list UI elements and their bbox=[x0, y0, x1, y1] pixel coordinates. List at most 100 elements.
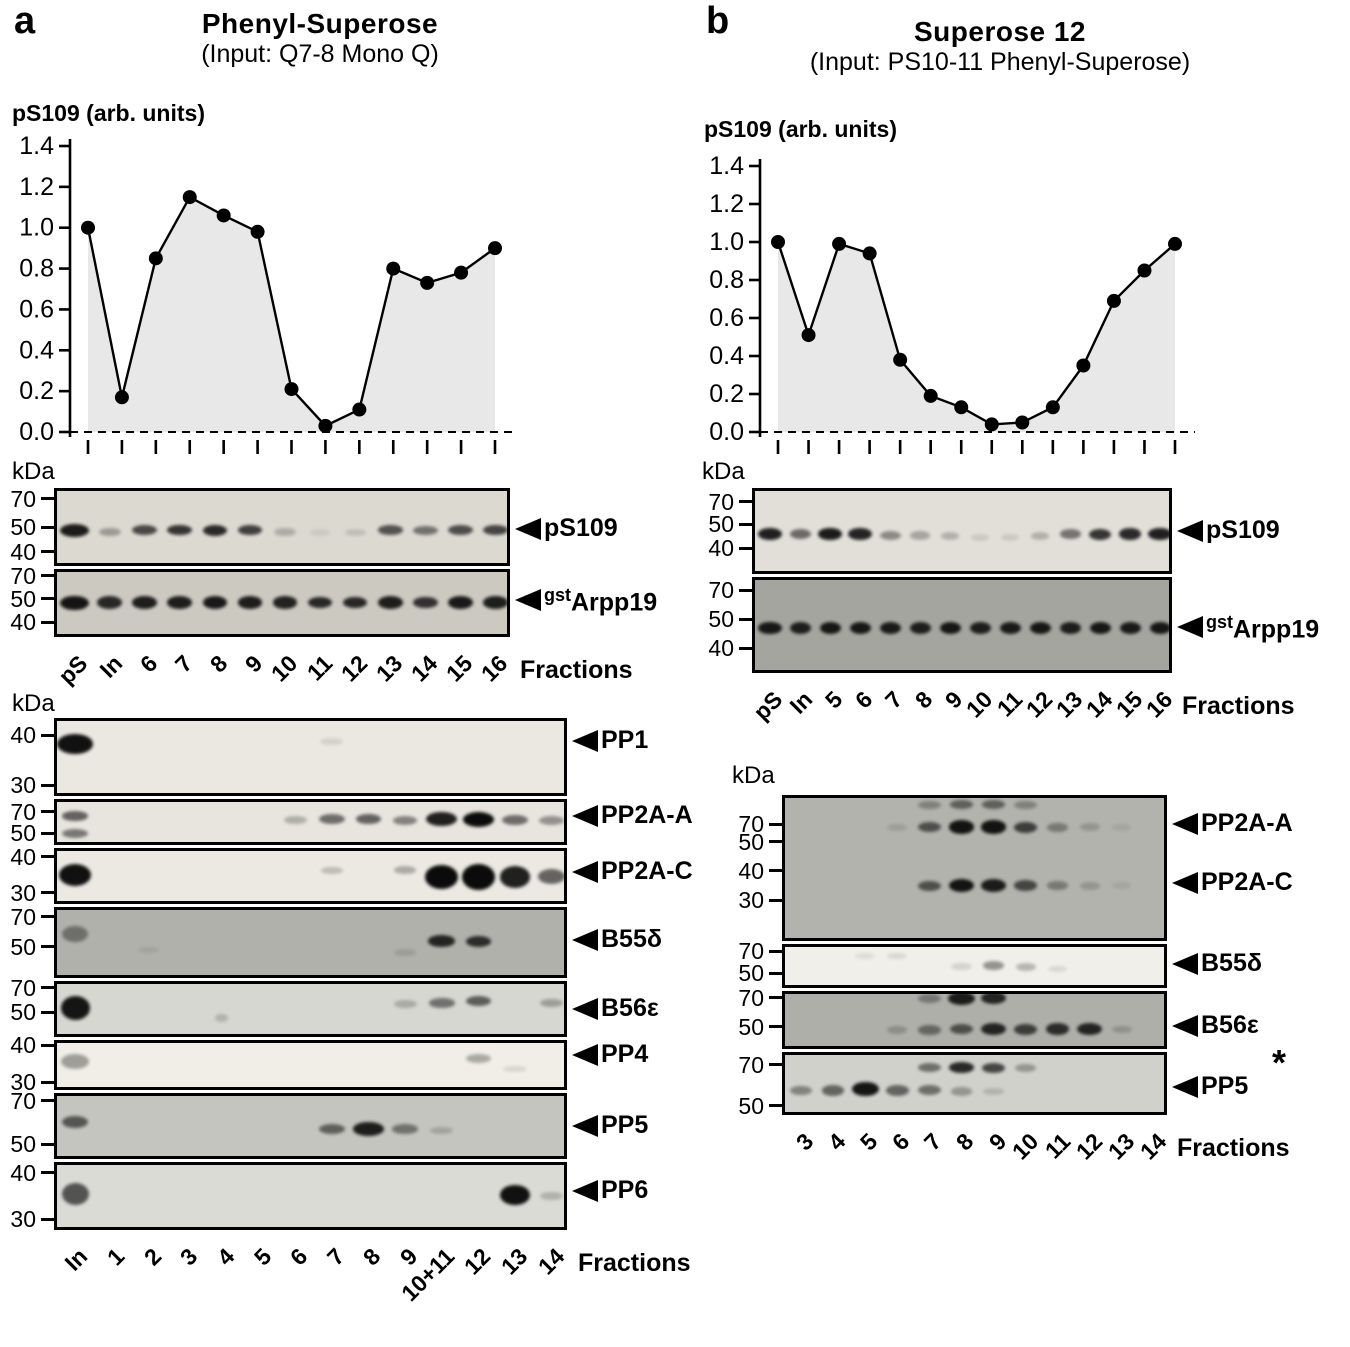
protein-band bbox=[138, 946, 159, 953]
protein-band bbox=[980, 879, 1007, 893]
protein-band bbox=[789, 529, 811, 539]
protein-band bbox=[1014, 1063, 1037, 1072]
kda-marker-label: 70 bbox=[10, 1087, 36, 1114]
protein-band bbox=[918, 822, 941, 833]
protein-band bbox=[982, 800, 1005, 809]
fractions-label: Fractions bbox=[578, 1249, 691, 1277]
data-point bbox=[216, 208, 231, 223]
protein-band bbox=[758, 621, 782, 635]
kda-marker-tick bbox=[41, 891, 54, 895]
kda-marker-label: 40 bbox=[10, 538, 36, 565]
protein-band bbox=[821, 1085, 845, 1096]
left-arrow-icon bbox=[572, 928, 598, 951]
panel-a-letter: a bbox=[14, 0, 36, 42]
kda-marker-label: 40 bbox=[10, 609, 36, 636]
protein-band bbox=[463, 811, 494, 827]
protein-band bbox=[948, 820, 975, 834]
y-tick-label: 1.2 bbox=[709, 190, 744, 218]
protein-band bbox=[61, 1182, 89, 1205]
protein-band bbox=[1015, 963, 1036, 972]
protein-band bbox=[980, 994, 1007, 1005]
protein-band bbox=[1013, 880, 1038, 891]
protein-band bbox=[392, 1124, 418, 1134]
kda-marker-tick bbox=[739, 522, 752, 526]
protein-band bbox=[940, 531, 960, 540]
protein-band bbox=[428, 998, 455, 1008]
panel-b-activity-chart: 0.0 0.2 0.4 0.6 0.8 1.0 1.2 1.4 bbox=[698, 150, 1203, 470]
protein-band bbox=[483, 596, 507, 609]
y-tick-label: 0.8 bbox=[709, 266, 744, 294]
data-point bbox=[1137, 263, 1152, 278]
protein-band bbox=[307, 596, 333, 609]
data-point bbox=[182, 190, 197, 205]
protein-band bbox=[855, 952, 876, 959]
protein-band bbox=[1088, 528, 1112, 540]
kda-marker-label: 50 bbox=[10, 1131, 36, 1158]
kda-marker-tick bbox=[739, 617, 752, 621]
kda-marker-tick bbox=[41, 1043, 54, 1047]
protein-band bbox=[789, 622, 811, 634]
protein-band bbox=[465, 935, 492, 947]
data-point bbox=[284, 382, 299, 397]
data-point bbox=[352, 402, 367, 417]
protein-band bbox=[909, 622, 931, 634]
panel-b-yaxis-title: pS109 (arb. units) bbox=[704, 116, 897, 142]
kda-marker-tick bbox=[769, 822, 782, 826]
data-point bbox=[81, 220, 95, 235]
data-point bbox=[1106, 293, 1121, 308]
panel-a-kda-label-top: kDa bbox=[12, 458, 55, 485]
protein-band bbox=[1077, 1022, 1103, 1035]
protein-band bbox=[320, 866, 343, 874]
area-fill bbox=[88, 197, 495, 432]
protein-band bbox=[1079, 881, 1100, 890]
label-superscript: gst bbox=[1206, 611, 1233, 632]
data-point bbox=[862, 246, 877, 261]
kda-marker-tick bbox=[41, 915, 54, 919]
data-point bbox=[420, 275, 435, 290]
kda-marker-tick bbox=[41, 831, 54, 835]
kda-marker-label: 30 bbox=[10, 1069, 36, 1095]
kda-marker-label: 40 bbox=[10, 1159, 36, 1186]
panel-b-letter: b bbox=[706, 0, 730, 42]
panel-a-activity-chart: 0.0 0.2 0.4 0.6 0.8 1.0 1.2 1.4 bbox=[8, 130, 523, 470]
protein-band bbox=[320, 737, 344, 745]
blot-target-label: pS109 bbox=[544, 513, 618, 542]
kda-marker-tick bbox=[41, 620, 54, 624]
blot-target-label: B55δ bbox=[601, 924, 663, 953]
kda-marker-tick bbox=[41, 855, 54, 859]
data-point bbox=[114, 390, 129, 405]
kda-marker-label: 50 bbox=[10, 514, 36, 540]
panel-a-kda-label-bottom: kDa bbox=[12, 690, 55, 717]
kda-marker-label: 30 bbox=[10, 879, 36, 906]
protein-band bbox=[500, 1184, 530, 1205]
kda-marker-label: 50 bbox=[708, 511, 734, 538]
protein-band bbox=[790, 1085, 812, 1096]
left-arrow-icon bbox=[572, 730, 598, 753]
protein-band bbox=[1119, 622, 1141, 634]
protein-band bbox=[310, 528, 330, 536]
protein-band bbox=[377, 596, 403, 609]
protein-band bbox=[272, 596, 298, 609]
protein-band bbox=[982, 960, 1005, 970]
protein-band bbox=[1013, 1024, 1038, 1036]
protein-band bbox=[503, 1066, 527, 1072]
protein-band bbox=[887, 823, 908, 831]
kda-marker-label: 50 bbox=[738, 1013, 764, 1040]
kda-marker-label: 50 bbox=[738, 828, 764, 855]
kda-marker-label: 70 bbox=[10, 903, 36, 930]
kda-marker-label: 40 bbox=[10, 1032, 36, 1058]
y-tick-label: 0.4 bbox=[19, 336, 54, 364]
blot-target-label: PP1 bbox=[601, 726, 649, 755]
kda-marker-tick bbox=[41, 1099, 54, 1103]
protein-band bbox=[918, 800, 941, 809]
protein-band bbox=[465, 995, 492, 1007]
y-tick-label: 0.0 bbox=[709, 418, 744, 446]
protein-band bbox=[1030, 531, 1050, 540]
left-arrow-icon bbox=[572, 1115, 598, 1137]
kda-marker-label: 40 bbox=[708, 635, 734, 662]
data-point bbox=[454, 265, 469, 280]
blot-target-label: pS109 bbox=[1206, 516, 1280, 544]
left-arrow-icon bbox=[1172, 1076, 1198, 1099]
kda-marker-label: 70 bbox=[708, 577, 734, 604]
protein-band bbox=[60, 995, 91, 1020]
